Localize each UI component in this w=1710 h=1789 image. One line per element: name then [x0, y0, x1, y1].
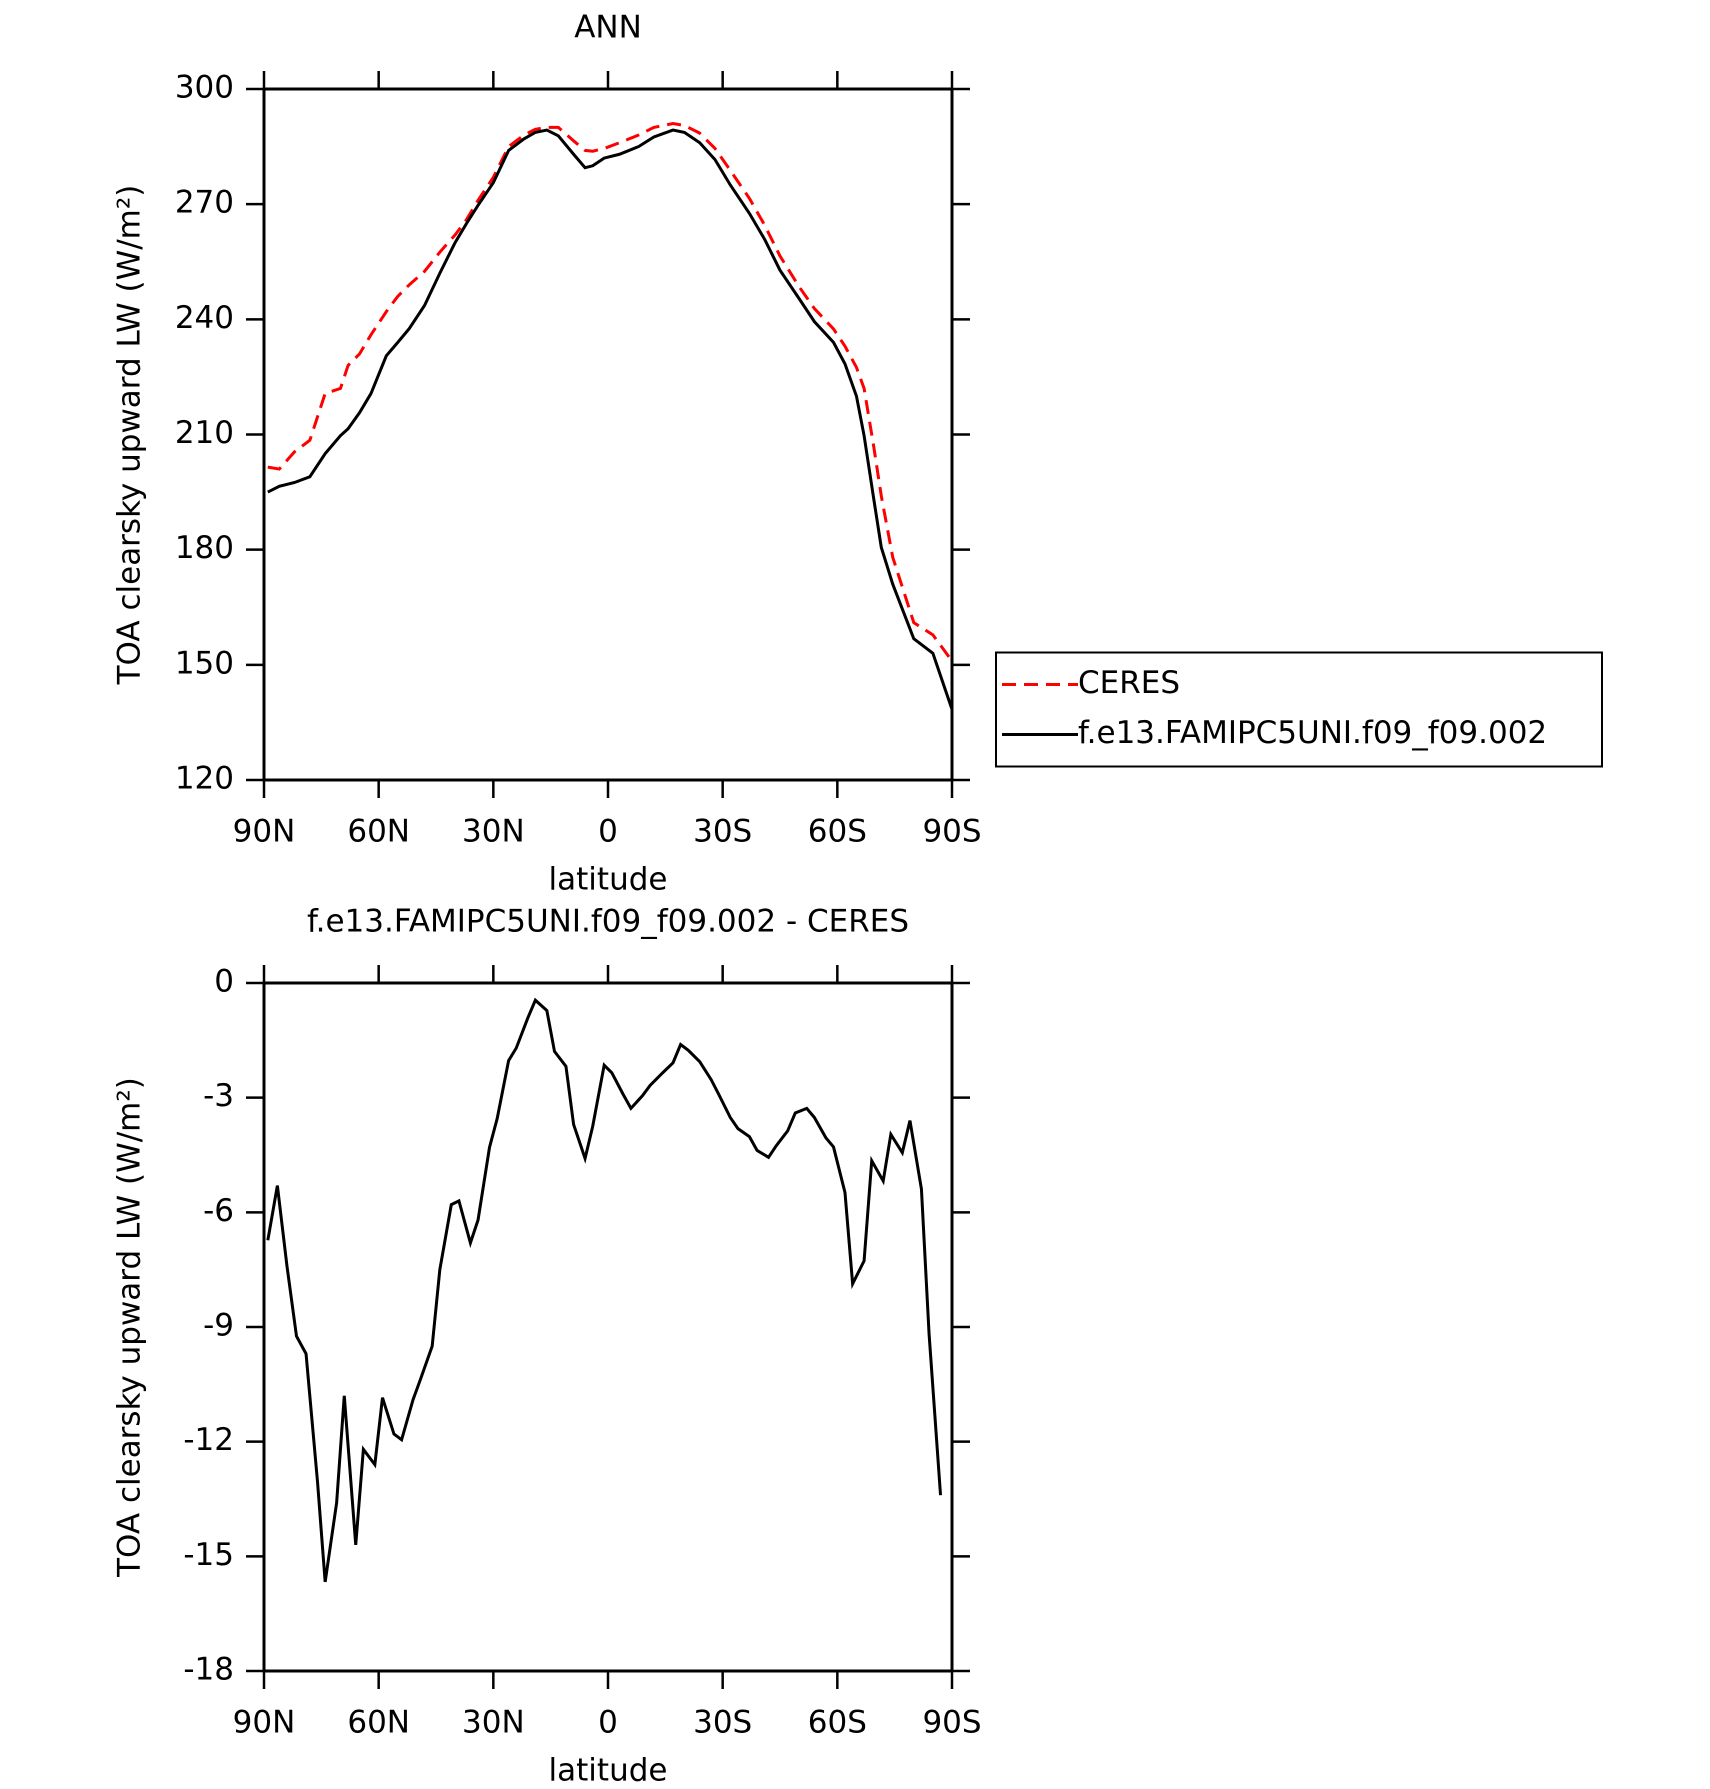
x-tick-label: 90S: [922, 1705, 981, 1741]
y-tick-label: 120: [175, 761, 234, 797]
x-tick-label: 90N: [233, 1705, 296, 1741]
x-tick-label: 30N: [462, 1705, 525, 1741]
y-axis-label: TOA clearsky upward LW (W/m²): [112, 185, 148, 686]
data-line: [267, 128, 954, 710]
chart-title: f.e13.FAMIPC5UNI.f09_f09.002 - CERES: [307, 904, 909, 940]
x-tick-label: 30S: [693, 814, 752, 850]
legend-label: CERES: [1078, 665, 1180, 701]
y-tick-label: -3: [203, 1078, 234, 1114]
x-axis-label: latitude: [549, 862, 668, 898]
chart-title: ANN: [574, 10, 642, 46]
y-tick-label: -15: [183, 1537, 234, 1573]
y-tick-label: -9: [203, 1308, 234, 1344]
x-tick-label: 60N: [347, 814, 410, 850]
x-tick-label: 90N: [233, 814, 296, 850]
x-tick-label: 60S: [808, 1705, 867, 1741]
y-tick-label: -18: [183, 1652, 234, 1688]
x-tick-label: 90S: [922, 814, 981, 850]
y-tick-label: -6: [203, 1193, 234, 1229]
y-tick-label: -12: [183, 1422, 234, 1458]
plot-frame: [262, 87, 954, 782]
y-tick-label: 270: [175, 185, 234, 221]
y-tick-label: 150: [175, 645, 234, 681]
legend-box: [995, 651, 1603, 768]
y-axis-label: TOA clearsky upward LW (W/m²): [112, 1077, 148, 1578]
x-tick-label: 60S: [808, 814, 867, 850]
y-tick-label: 300: [175, 70, 234, 106]
x-tick-label: 60N: [347, 1705, 410, 1741]
legend-label: f.e13.FAMIPC5UNI.f09_f09.002: [1078, 715, 1547, 751]
x-tick-label: 0: [598, 814, 618, 850]
y-tick-label: 240: [175, 300, 234, 336]
data-line: [267, 122, 954, 662]
plot-frame: [262, 981, 954, 1673]
x-tick-label: 0: [598, 1705, 618, 1741]
x-axis-label: latitude: [549, 1753, 668, 1789]
x-tick-label: 30S: [693, 1705, 752, 1741]
x-tick-label: 30N: [462, 814, 525, 850]
y-tick-label: 0: [214, 964, 234, 1000]
y-tick-label: 210: [175, 415, 234, 451]
y-tick-label: 180: [175, 530, 234, 566]
data-line: [266, 997, 943, 1583]
